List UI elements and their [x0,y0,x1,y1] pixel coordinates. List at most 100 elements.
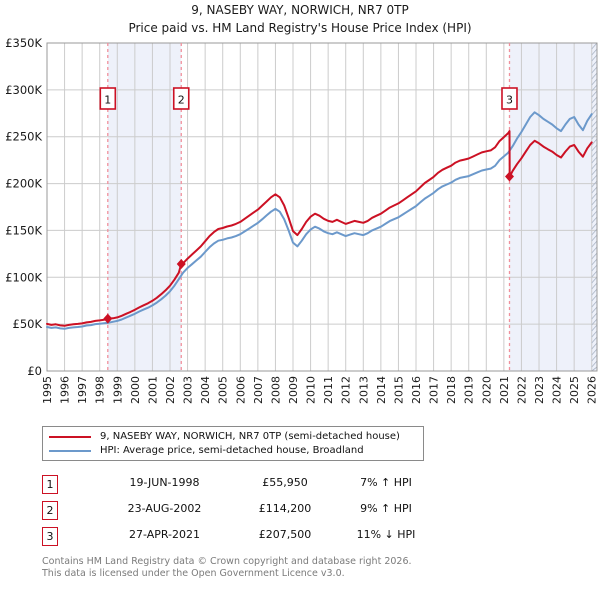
y-tick-label: £250K [5,130,42,144]
plot-frame [46,42,598,372]
y-tick-label: £300K [5,83,42,97]
sale-vs-hpi: 9% ↑ HPI [360,502,412,515]
property-price-line [46,130,593,327]
x-tick-label: 2018 [445,376,458,404]
future-hatch-line [591,162,598,170]
future-hatch-line [591,312,598,320]
future-hatch-line [591,360,598,368]
future-hatch-line [591,96,598,104]
legend-label-property: 9, NASEBY WAY, NORWICH, NR7 0TP (semi-de… [100,431,400,442]
x-tick-label: 2024 [551,376,564,404]
x-tick-label: 2002 [164,376,177,404]
x-tick-label: 2008 [269,376,282,404]
future-hatch-line [591,252,598,260]
future-hatch-line [591,330,598,338]
future-hatch-line [591,192,598,200]
x-tick-label: 2020 [480,376,493,404]
future-hatch-line [591,60,598,68]
future-hatch-line [591,54,598,62]
sale-date: 23-AUG-2002 [127,502,202,515]
sale-point-marker [504,171,514,182]
sale-vs-hpi: 11% ↓ HPI [356,528,416,541]
future-hatch-line [591,102,598,110]
sale-number-box-label: 2 [178,94,185,107]
price-chart: 1 2 3 £0 £50K £100K £150K £200K £250K £300K £350K 1… [5,36,599,404]
future-hatch-line [591,114,598,122]
sale-price: £207,500 [258,528,312,541]
future-hatch-line [591,294,598,302]
x-tick-label: 2005 [217,376,230,404]
sale-number-badge: 2 [42,501,58,520]
chart-legend: 9, NASEBY WAY, NORWICH, NR7 0TP (semi-de… [42,426,424,461]
hpi-line-swatch [49,449,91,452]
x-tick-label: 2010 [305,376,318,404]
future-hatch-line [591,300,598,308]
future-hatch-line [591,348,598,356]
x-tick-label: 1998 [94,376,107,404]
x-tick-label: 1997 [76,376,89,404]
future-hatch-line [591,126,598,134]
hpi-line [46,111,593,330]
sale-point-marker [103,313,113,324]
future-hatch-line [591,366,598,372]
future-hatch-line [591,138,598,146]
x-tick-label: 2012 [340,376,353,404]
y-tick-label: £350K [5,36,42,50]
future-hatch-line [591,264,598,272]
future-hatch-line [591,48,598,56]
x-tick-label: 1999 [111,376,124,404]
y-tick-label: £0 [27,364,42,378]
future-hatch-line [591,342,598,350]
sale-date: 19-JUN-1998 [129,476,200,489]
future-hatch-line [591,156,598,164]
future-hatch-line [591,84,598,92]
future-hatch-line [591,150,598,158]
future-hatch-line [591,240,598,248]
future-hatch-line [591,198,598,206]
future-hatch-line [591,66,598,74]
y-tick-label: £200K [5,177,42,191]
future-hatch-line [591,216,598,224]
y-tick-label: £150K [5,223,42,237]
sale-row-2: 2 23-AUG-2002 £114,200 9% ↑ HPI [42,501,558,521]
future-hatch-line [591,318,598,326]
sale-price: £114,200 [258,502,312,515]
x-tick-label: 2001 [146,376,159,404]
x-tick-label: 1995 [41,376,54,404]
future-hatch-line [591,222,598,230]
future-hatch-line [591,78,598,86]
x-tick-label: 2014 [375,376,388,404]
future-hatch-line [591,144,598,152]
future-hatch-line [591,120,598,128]
future-hatch-line [591,204,598,212]
legend-item-property: 9, NASEBY WAY, NORWICH, NR7 0TP (semi-de… [49,431,417,442]
sale-number-badge: 1 [42,475,58,494]
sale-number-badge: 3 [42,527,58,546]
between-sales-shaded-region [509,43,597,371]
x-tick-label: 1996 [59,376,72,404]
future-hatch-line [591,270,598,278]
x-tick-label: 2011 [322,376,335,404]
y-tick-label: £100K [5,270,42,284]
sale-number-box-label: 1 [104,94,111,107]
future-hatch-line [591,258,598,266]
x-tick-label: 2009 [287,376,300,404]
x-tick-label: 2019 [463,376,476,404]
x-tick-label: 2026 [586,376,599,404]
legend-label-hpi: HPI: Average price, semi-detached house,… [100,445,364,456]
x-tick-label: 2022 [515,376,528,404]
sale-point-marker [176,258,186,269]
x-tick-label: 2015 [392,376,405,404]
sale-number-box [99,87,117,110]
license-footer: Contains HM Land Registry data © Crown c… [42,556,582,579]
sale-number-box-label: 3 [506,94,513,107]
future-hatch-line [591,228,598,236]
future-hatch-line [591,354,598,362]
x-tick-label: 2021 [498,376,511,404]
sale-row-3: 3 27-APR-2021 £207,500 11% ↓ HPI [42,527,558,547]
sale-number-box [501,87,518,110]
future-hatch-line [591,72,598,80]
future-hatch-line [591,42,598,50]
x-tick-label: 2006 [234,376,247,404]
